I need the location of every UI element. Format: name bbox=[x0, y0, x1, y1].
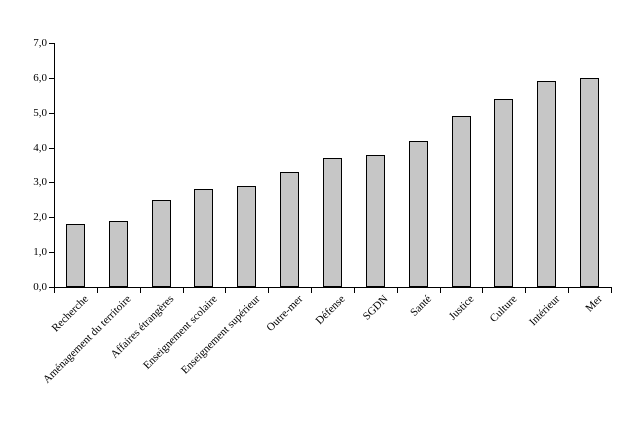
x-tick bbox=[96, 288, 98, 293]
x-tick bbox=[268, 288, 270, 293]
x-tick bbox=[482, 288, 484, 293]
x-tick bbox=[568, 288, 570, 293]
bar bbox=[194, 189, 214, 287]
y-tick-label: 0,0 bbox=[33, 281, 47, 293]
x-axis-label: Recherche bbox=[49, 293, 91, 335]
x-axis-line bbox=[54, 287, 612, 288]
bar bbox=[408, 140, 428, 287]
y-tick bbox=[49, 182, 54, 184]
bar bbox=[108, 220, 128, 287]
x-axis-label: Culture bbox=[487, 293, 520, 325]
x-axis-label: Intérieur bbox=[526, 293, 563, 329]
bar bbox=[537, 81, 557, 287]
y-tick-label: 6,0 bbox=[33, 71, 47, 84]
x-axis-label: Défense bbox=[314, 293, 348, 327]
y-axis-line bbox=[54, 43, 55, 288]
x-tick bbox=[439, 288, 441, 293]
bar bbox=[580, 77, 600, 287]
x-tick bbox=[396, 288, 398, 293]
x-axis-label: Outre-mer bbox=[264, 293, 306, 334]
y-tick bbox=[49, 252, 54, 254]
x-axis-label: Enseignement supérieur bbox=[178, 293, 263, 377]
x-tick bbox=[311, 288, 313, 293]
x-tick bbox=[611, 288, 612, 293]
bar bbox=[494, 98, 514, 287]
y-tick-label: 4,0 bbox=[33, 141, 47, 154]
y-tick bbox=[49, 287, 54, 288]
y-tick bbox=[49, 217, 54, 219]
x-tick bbox=[54, 288, 55, 293]
y-tick bbox=[49, 77, 54, 79]
y-tick-label: 1,0 bbox=[33, 246, 47, 259]
x-tick bbox=[353, 288, 355, 293]
y-tick-label: 3,0 bbox=[33, 176, 47, 189]
x-tick bbox=[182, 288, 184, 293]
x-tick bbox=[525, 288, 527, 293]
x-axis-label: Santé bbox=[407, 293, 434, 319]
bar bbox=[323, 158, 342, 287]
x-axis-label: SGDN bbox=[361, 293, 391, 323]
bar bbox=[280, 171, 300, 287]
x-tick bbox=[139, 288, 141, 293]
bar bbox=[237, 185, 257, 287]
bar bbox=[65, 224, 85, 287]
bar bbox=[151, 199, 171, 287]
y-tick-label: 5,0 bbox=[33, 106, 47, 119]
y-tick bbox=[49, 147, 54, 149]
y-tick bbox=[49, 43, 54, 44]
y-tick bbox=[49, 112, 54, 114]
x-axis-label: Justice bbox=[446, 293, 477, 323]
y-tick-label: 2,0 bbox=[33, 211, 47, 224]
x-axis-label: Enseignement scolaire bbox=[140, 293, 220, 372]
y-tick-label: 7,0 bbox=[33, 37, 47, 49]
x-axis-label: Mer bbox=[583, 293, 606, 315]
bar bbox=[451, 116, 471, 287]
bar bbox=[365, 154, 385, 287]
x-tick bbox=[225, 288, 227, 293]
